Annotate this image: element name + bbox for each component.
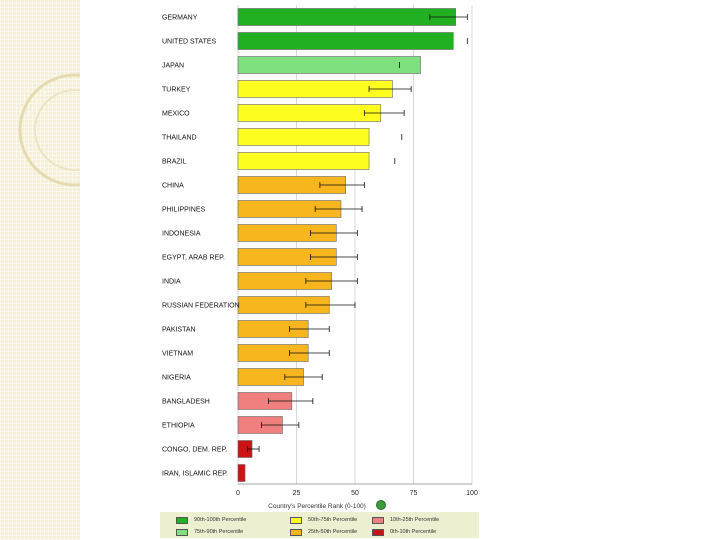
legend-label: 0th-10th Percentile <box>390 529 437 535</box>
category-label: UNITED STATES <box>162 39 217 46</box>
legend-item: 75th-90th Percentile <box>176 526 243 538</box>
legend-item: 50th-75th Percentile <box>290 514 357 526</box>
legend-item: 25th-50th Percentile <box>290 526 357 538</box>
globe-icon[interactable] <box>376 500 386 510</box>
bar <box>237 8 456 26</box>
category-label: ETHIOPIA <box>162 423 195 430</box>
x-tick-label: 25 <box>293 490 301 497</box>
category-label: INDIA <box>162 279 181 286</box>
category-label: IRAN, ISLAMIC REP. <box>162 471 228 478</box>
x-tick-label: 100 <box>466 490 478 497</box>
legend-label: 10th-25th Percentile <box>390 517 440 523</box>
legend: 90th-100th Percentile 50th-75th Percentil… <box>160 512 479 538</box>
x-axis-title: Country's Percentile Rank (0-100) <box>268 503 366 510</box>
x-tick-label: 75 <box>410 490 418 497</box>
category-label: EGYPT, ARAB REP. <box>162 255 225 262</box>
category-label: RUSSIAN FEDERATION <box>162 303 240 310</box>
category-label: TURKEY <box>162 87 191 94</box>
legend-swatch <box>290 528 302 536</box>
legend-swatch <box>176 516 188 524</box>
bar <box>237 128 370 146</box>
bar <box>237 104 382 122</box>
category-label: VIETNAM <box>162 351 193 358</box>
category-label: BANGLADESH <box>162 399 210 406</box>
bar <box>237 464 246 482</box>
bar <box>237 56 421 74</box>
legend-swatch <box>372 528 384 536</box>
category-label: CHINA <box>162 183 184 190</box>
category-label: INDONESIA <box>162 231 201 238</box>
category-label: BRAZIL <box>162 159 187 166</box>
legend-swatch <box>176 528 188 536</box>
category-label: CONGO, DEM. REP. <box>162 447 227 454</box>
x-tick-label: 0 <box>236 490 240 497</box>
category-label: PAKISTAN <box>162 327 196 334</box>
legend-item: 10th-25th Percentile <box>372 514 439 526</box>
legend-label: 50th-75th Percentile <box>308 517 358 523</box>
x-tick-label: 50 <box>351 490 359 497</box>
legend-swatch <box>372 516 384 524</box>
legend-swatch <box>290 516 302 524</box>
bar <box>237 32 454 50</box>
decorative-swirl <box>18 73 80 187</box>
legend-label: 25th-50th Percentile <box>308 529 358 535</box>
legend-label: 90th-100th Percentile <box>194 517 247 523</box>
category-label: PHILIPPINES <box>162 207 206 214</box>
decorative-background-panel <box>0 0 80 540</box>
legend-item: 0th-10th Percentile <box>372 526 436 538</box>
category-label: JAPAN <box>162 63 184 70</box>
category-label: MEXICO <box>162 111 190 118</box>
category-label: GERMANY <box>162 15 198 22</box>
bar <box>237 152 370 170</box>
category-label: NIGERIA <box>162 375 191 382</box>
category-label: THAILAND <box>162 135 197 142</box>
legend-item: 90th-100th Percentile <box>176 514 246 526</box>
legend-label: 75th-90th Percentile <box>194 529 244 535</box>
